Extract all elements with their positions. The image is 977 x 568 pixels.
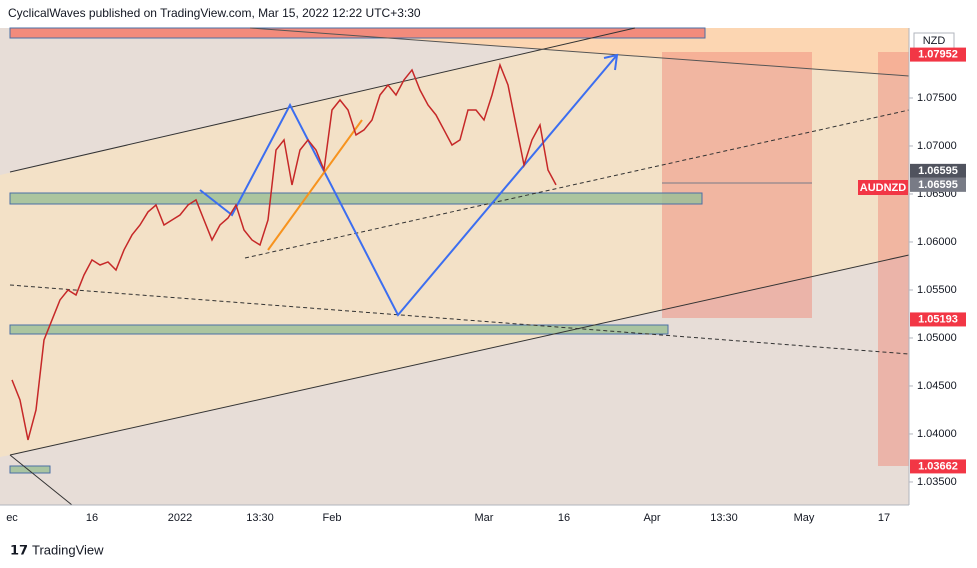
arrow-head	[603, 53, 619, 71]
y-tick-label: 1.03500	[917, 476, 957, 488]
price-tag-bg	[910, 47, 966, 62]
price-tag-bg	[910, 459, 966, 474]
x-tick-label: 2022	[168, 512, 192, 524]
y-tick-label: 1.07000	[917, 140, 957, 152]
x-tick-label: Feb	[323, 512, 342, 524]
symbol-tag-bg	[858, 180, 908, 195]
y-tick-label: 1.04000	[917, 428, 957, 440]
x-tick-label: 16	[558, 512, 570, 524]
y-tick-label: 1.07500	[917, 92, 957, 104]
trend-line	[249, 27, 910, 77]
trend-line	[9, 454, 73, 506]
price-tag: 1.03662	[918, 460, 958, 472]
trend-line	[9, 27, 636, 173]
price-tag: 1.07952	[918, 48, 958, 60]
currency: NZD	[923, 35, 946, 47]
x-tick-label: 13:30	[710, 512, 738, 524]
x-tick-label: 16	[86, 512, 98, 524]
price-tag: 1.05193	[918, 313, 958, 325]
target-zone	[878, 52, 909, 466]
symbol-tag: AUDNZD	[860, 182, 906, 194]
zigzag	[199, 54, 618, 317]
price-tag-bg	[910, 177, 966, 192]
plot-area	[0, 27, 910, 506]
support-zone	[9, 192, 703, 205]
orange-line	[267, 119, 363, 251]
x-tick-label: 17	[878, 512, 890, 524]
y-tick-label: 1.05000	[917, 332, 957, 344]
x-tick-label: May	[794, 512, 815, 524]
y-tick-label: 1.04500	[917, 380, 957, 392]
footer-text: TradingView	[32, 542, 104, 557]
target-zone	[662, 52, 812, 318]
price-tag: 1.06595	[918, 179, 958, 191]
price-tag: 1.06595	[918, 165, 958, 177]
price-tag-bg	[910, 312, 966, 327]
support-zone	[9, 465, 51, 474]
trend-line	[9, 254, 910, 456]
logo: 𝟭𝟳	[10, 542, 28, 557]
price-line	[11, 62, 557, 441]
x-tick-label: 13:30	[246, 512, 274, 524]
footer: 𝟭𝟳 TradingView	[10, 542, 104, 557]
resistance-zone	[9, 27, 706, 39]
x-tick-label: Mar	[475, 512, 494, 524]
support-zone	[9, 324, 669, 335]
x-tick-label: Apr	[643, 512, 660, 524]
price-tag-bg	[910, 163, 966, 178]
x-tick-label: ec	[6, 512, 18, 524]
y-tick-label: 1.06000	[917, 236, 957, 248]
y-tick-label: 1.05500	[917, 284, 957, 296]
dashed-line	[9, 284, 910, 355]
header: CyclicalWaves published on TradingView.c…	[8, 6, 421, 20]
